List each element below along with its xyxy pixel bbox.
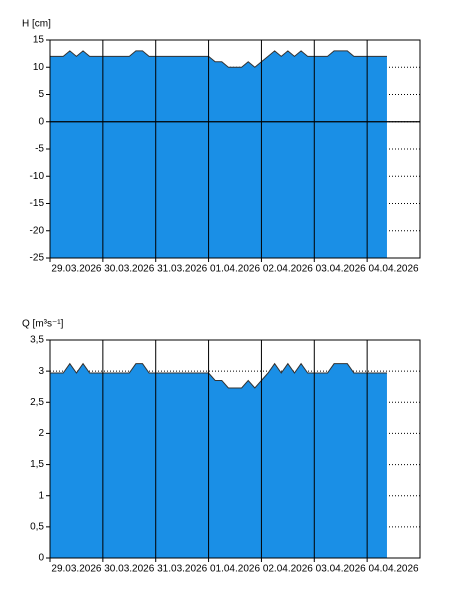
y-tick-label: 3 <box>38 366 44 377</box>
x-tick-label: 04.04.2026 <box>369 264 419 275</box>
x-tick-label: 03.04.2026 <box>316 564 366 575</box>
y-tick-label: 5 <box>38 89 44 100</box>
area-line <box>50 362 387 389</box>
y-tick-label: 0 <box>38 553 44 564</box>
y-tick-label: 15 <box>33 35 45 46</box>
plot-frame <box>49 339 421 559</box>
x-tick-label: 29.03.2026 <box>51 264 101 275</box>
y-tick-label: 0 <box>38 116 44 127</box>
x-tick-label: 02.04.2026 <box>263 264 313 275</box>
y-axis-label: H [cm] <box>22 19 51 30</box>
y-tick-label: 2,5 <box>30 397 44 408</box>
x-tick-label: 29.03.2026 <box>51 564 101 575</box>
area <box>50 363 387 558</box>
y-tick-label: -15 <box>30 198 45 209</box>
x-tick-label: 04.04.2026 <box>369 564 419 575</box>
y-tick-label: -20 <box>30 225 45 236</box>
x-tick-label: 30.03.2026 <box>104 264 154 275</box>
x-tick-label: 31.03.2026 <box>157 564 207 575</box>
y-tick-label: -5 <box>35 144 44 155</box>
x-tick-label: 31.03.2026 <box>157 264 207 275</box>
x-tick-label: 02.04.2026 <box>263 564 313 575</box>
x-tick-label: 01.04.2026 <box>210 264 260 275</box>
y-tick-label: 3,5 <box>30 335 44 346</box>
y-tick-label: 10 <box>33 62 45 73</box>
y-tick-label: 0,5 <box>30 521 44 532</box>
x-tick-label: 03.04.2026 <box>316 264 366 275</box>
y-tick-label: -10 <box>30 171 45 182</box>
area-line <box>50 50 387 68</box>
y-tick-label: 1 <box>38 490 44 501</box>
x-tick-label: 30.03.2026 <box>104 564 154 575</box>
x-tick-label: 01.04.2026 <box>210 564 260 575</box>
y-tick-label: 1,5 <box>30 459 44 470</box>
y-axis-label: Q [m³s⁻¹] <box>22 319 64 330</box>
y-tick-label: -25 <box>30 253 45 264</box>
area <box>50 50 387 259</box>
plot-frame <box>49 39 421 259</box>
y-tick-label: 2 <box>38 428 44 439</box>
